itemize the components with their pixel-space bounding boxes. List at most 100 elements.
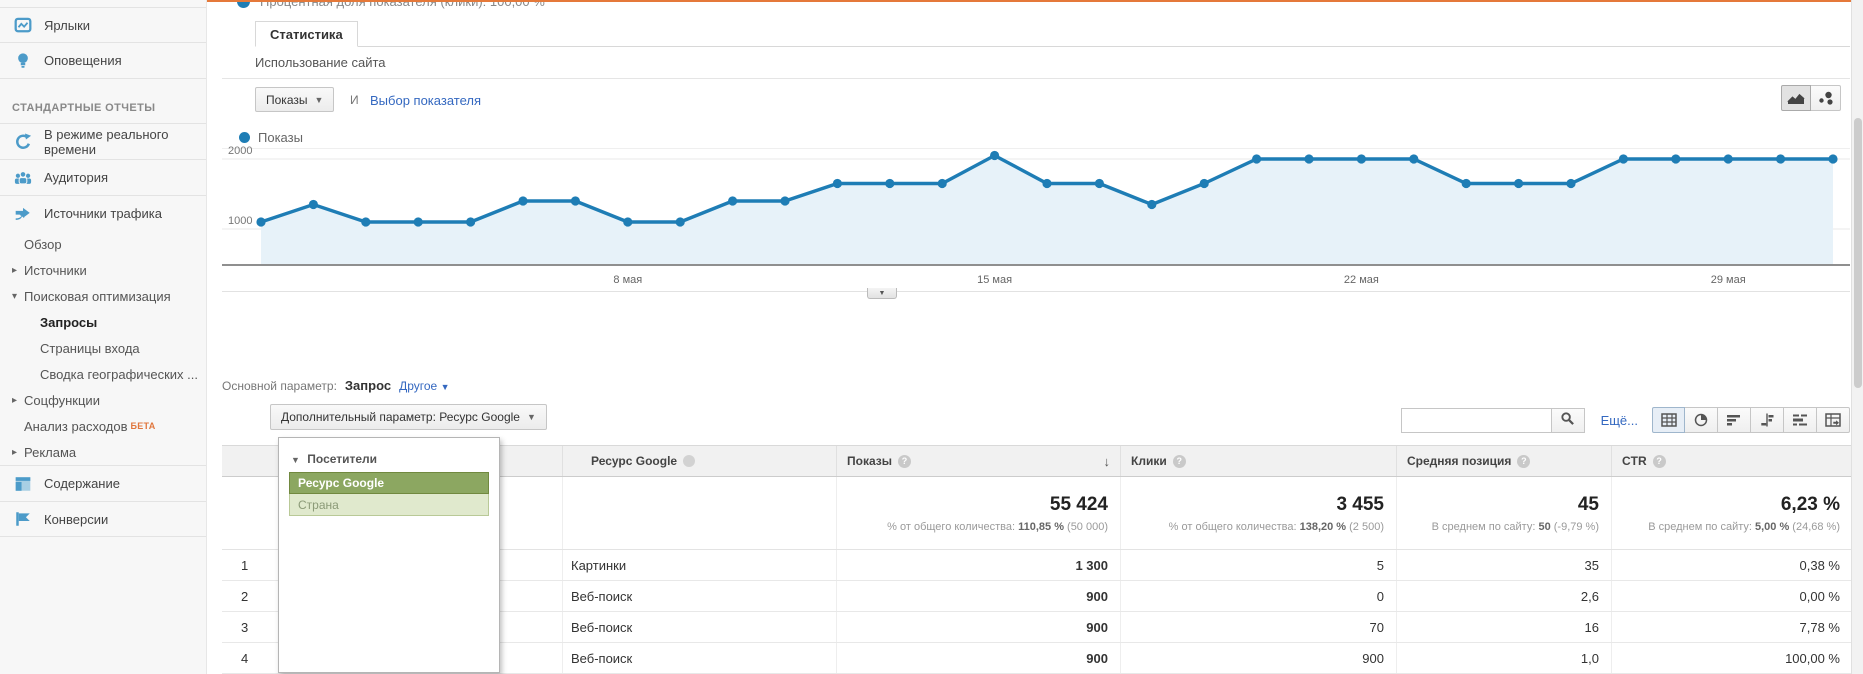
data-point[interactable] (1461, 178, 1471, 189)
view-comparison-button[interactable] (1751, 407, 1784, 433)
sidebar-item-ярлыки[interactable]: Ярлыки (0, 7, 206, 43)
conversions-icon (14, 510, 32, 528)
data-point[interactable] (1723, 154, 1733, 164)
content-icon (14, 475, 32, 493)
data-point[interactable] (413, 217, 423, 227)
column-header-label: Ресурс Google (591, 454, 678, 468)
data-point[interactable] (1252, 154, 1262, 164)
impressions-line-chart[interactable] (222, 149, 1850, 266)
timeline-expander-handle[interactable]: ▼ (867, 288, 897, 299)
data-point[interactable] (361, 217, 371, 227)
secondary-dimension-button[interactable]: Дополнительный параметр: Ресурс Google ▼ (270, 404, 547, 430)
expander-down-icon[interactable]: ▾ (12, 290, 18, 302)
sidebar-item-конверсии[interactable]: Конверсии (0, 501, 206, 537)
data-point[interactable] (780, 196, 790, 206)
ctr-cell: 100,00 % (1611, 643, 1852, 673)
view-percentage-button[interactable] (1685, 407, 1718, 433)
expander-right-icon[interactable]: ▸ (12, 394, 18, 406)
data-point[interactable] (728, 196, 738, 206)
column-header-impressions[interactable]: Показы? ↓ (836, 446, 1120, 476)
data-point[interactable] (1828, 154, 1838, 164)
table-row[interactable]: 1 Картинки 1 300 5 35 0,38 % (222, 550, 1852, 581)
chevron-down-icon: ▼ (526, 412, 536, 422)
more-link[interactable]: Ещё... (1600, 412, 1638, 428)
sidebar-item-сводка-географических-[interactable]: Сводка географических ... (0, 361, 206, 387)
column-header-avg-position[interactable]: Средняя позиция? (1396, 446, 1611, 476)
data-point[interactable] (308, 199, 318, 210)
data-point[interactable] (570, 196, 580, 206)
table-row[interactable]: 3 Веб-поиск 900 70 16 7,78 % (222, 612, 1852, 643)
dropdown-item-ресурс-google[interactable]: Ресурс Google (289, 472, 489, 494)
sidebar-item-поисковая-оптимизация[interactable]: ▾ Поисковая оптимизация (0, 283, 206, 309)
clicks-cell: 5 (1120, 550, 1396, 580)
select-metric-link[interactable]: Выбор показателя (370, 93, 481, 108)
column-header-clicks[interactable]: Клики? (1120, 446, 1396, 476)
view-pivot-button[interactable] (1817, 407, 1850, 433)
sidebar-item-в-режиме-реального-времени[interactable]: В режиме реального времени (0, 123, 206, 159)
data-point[interactable] (990, 150, 1000, 161)
sidebar-item-запросы[interactable]: Запросы (0, 309, 206, 335)
data-point[interactable] (1618, 154, 1628, 164)
view-performance-button[interactable] (1718, 407, 1751, 433)
scrollbar-thumb[interactable] (1854, 118, 1862, 388)
help-icon[interactable]: ? (1517, 454, 1531, 468)
line-chart-plot[interactable] (222, 148, 1850, 266)
sidebar-item-анализ-расходов[interactable]: Анализ расходов БЕТА (0, 413, 206, 439)
view-term-cloud-button[interactable] (1784, 407, 1817, 433)
line-chart-icon (1787, 91, 1805, 105)
column-header-ctr[interactable]: CTR? (1611, 446, 1852, 476)
data-point[interactable] (675, 217, 685, 227)
sidebar-item-источники-трафика[interactable]: Источники трафика (0, 195, 206, 231)
data-point[interactable] (518, 196, 528, 206)
data-point[interactable] (1671, 154, 1681, 164)
search-button[interactable] (1550, 407, 1585, 433)
sidebar-item-оповещения[interactable]: Оповещения (0, 43, 206, 79)
data-point[interactable] (466, 217, 476, 227)
data-point[interactable] (937, 178, 947, 189)
data-point[interactable] (1566, 178, 1576, 189)
metric-select-button[interactable]: Показы ▼ (255, 87, 335, 112)
data-point[interactable] (1776, 154, 1786, 164)
sort-desc-icon[interactable]: ↓ (1103, 453, 1111, 469)
sidebar-item-реклама[interactable]: ▸ Реклама (0, 439, 206, 465)
data-point[interactable] (1094, 178, 1104, 189)
help-icon[interactable]: ? (1652, 454, 1666, 468)
dropdown-group-visitors[interactable]: ▼ Посетители (291, 452, 489, 466)
data-point[interactable] (885, 178, 895, 189)
line-chart-button[interactable] (1781, 85, 1811, 111)
expander-right-icon[interactable]: ▸ (12, 264, 18, 276)
data-point[interactable] (1409, 154, 1419, 164)
table-row[interactable]: 2 Веб-поиск 900 0 2,6 0,00 % (222, 581, 1852, 612)
sidebar-item-соцфункции[interactable]: ▸ Соцфункции (0, 387, 206, 413)
data-point[interactable] (1356, 154, 1366, 164)
table-search-input[interactable] (1400, 407, 1551, 433)
dropdown-item-страна[interactable]: Страна (289, 494, 489, 516)
data-point[interactable] (1304, 154, 1314, 164)
motion-chart-button[interactable] (1811, 85, 1841, 111)
data-point[interactable] (1199, 178, 1209, 189)
sidebar-item-страницы-входа[interactable]: Страницы входа (0, 335, 206, 361)
realtime-icon (14, 132, 32, 151)
column-header-resource[interactable]: Ресурс Google (562, 446, 836, 476)
view-table-button[interactable] (1652, 407, 1685, 433)
sidebar-item-аудитория[interactable]: Аудитория (0, 159, 206, 195)
primary-dimension-selected[interactable]: Запрос (344, 378, 392, 393)
remove-column-icon[interactable] (683, 455, 696, 467)
sidebar-item-обзор[interactable]: Обзор (0, 231, 206, 257)
expander-right-icon[interactable]: ▸ (12, 446, 18, 458)
sidebar-item-источники[interactable]: ▸ Источники (0, 257, 206, 283)
data-point[interactable] (1147, 199, 1157, 210)
tab-statistics[interactable]: Статистика (255, 21, 358, 47)
data-point[interactable] (623, 217, 633, 227)
data-point[interactable] (256, 217, 266, 227)
main-content: Процентная доля показателя (клики): 100,… (207, 0, 1863, 674)
data-point[interactable] (1042, 178, 1052, 189)
help-icon[interactable]: ? (898, 454, 911, 468)
sidebar-item-содержание[interactable]: Содержание (0, 465, 206, 501)
impressions-cell: 900 (836, 581, 1120, 611)
data-point[interactable] (1514, 178, 1524, 189)
other-dimension-link[interactable]: Другое ▼ (399, 379, 449, 393)
help-icon[interactable]: ? (1172, 454, 1186, 468)
data-point[interactable] (832, 178, 843, 189)
